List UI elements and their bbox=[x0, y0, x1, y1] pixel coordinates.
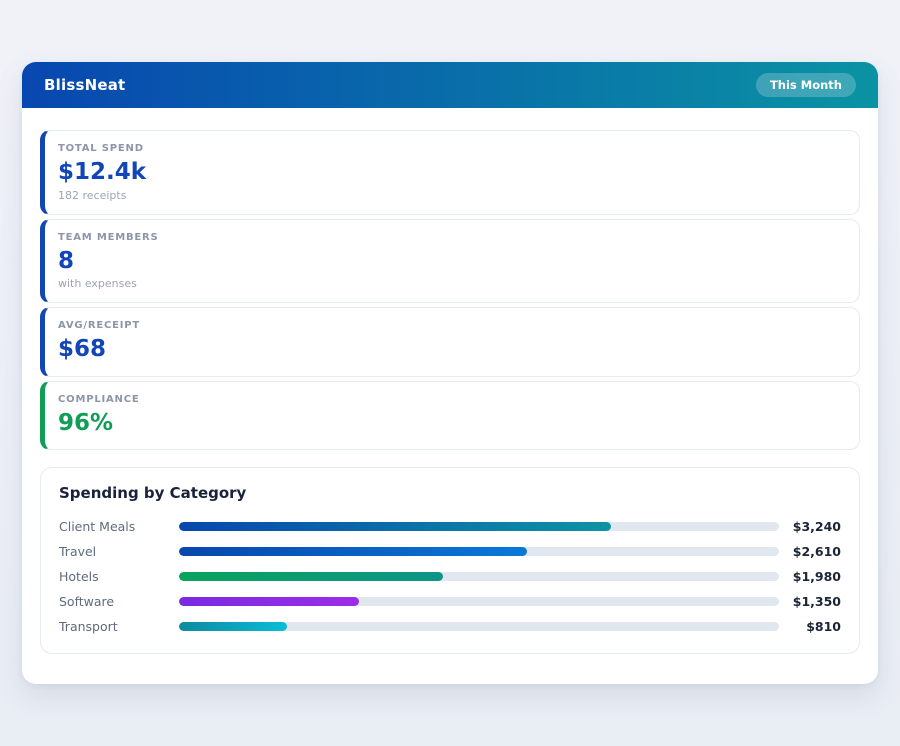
stat-value: 8 bbox=[58, 247, 75, 274]
bar-track bbox=[179, 522, 779, 532]
stat-subtitle: 182 receipts bbox=[58, 188, 127, 202]
category-label: Client Meals bbox=[59, 519, 136, 535]
spend-row-travel: Travel $2,610 bbox=[59, 539, 841, 564]
stat-card-team-members: TEAM MEMBERS 8 with expenses bbox=[40, 218, 860, 304]
stat-value: $68 bbox=[58, 336, 107, 363]
category-label: Transport bbox=[59, 619, 118, 635]
stat-card-total-spend: TOTAL SPEND $12.4k 182 receipts bbox=[40, 130, 860, 215]
spend-row-client-meals: Client Meals $3,240 bbox=[59, 514, 841, 539]
category-value: $2,610 bbox=[792, 544, 841, 560]
bar-fill bbox=[179, 572, 443, 582]
spending-card-title: Spending by Category bbox=[59, 484, 247, 503]
app-title: BlissNeat bbox=[44, 76, 126, 94]
spend-row-transport: Transport $810 bbox=[59, 614, 841, 639]
spend-row-hotels: Hotels $1,980 bbox=[59, 564, 841, 589]
category-label: Travel bbox=[59, 544, 97, 560]
stat-value: $12.4k bbox=[58, 159, 147, 185]
bar-fill bbox=[179, 522, 611, 532]
stat-label: COMPLIANCE bbox=[58, 393, 140, 405]
spend-row-software: Software $1,350 bbox=[59, 589, 841, 614]
stat-card-compliance: COMPLIANCE 96% bbox=[40, 380, 860, 451]
bar-track bbox=[179, 572, 779, 582]
bar-track bbox=[179, 547, 779, 557]
stat-label: TEAM MEMBERS bbox=[58, 231, 159, 243]
bar-track bbox=[179, 597, 779, 607]
bar-track bbox=[179, 622, 779, 632]
category-value: $1,980 bbox=[792, 569, 841, 585]
category-value: $810 bbox=[806, 619, 841, 635]
dashboard-content: TOTAL SPEND $12.4k 182 receipts TEAM MEM… bbox=[22, 108, 878, 655]
dashboard-panel: BlissNeat This Month TOTAL SPEND $12.4k … bbox=[22, 62, 878, 684]
stat-label: AVG/RECEIPT bbox=[58, 320, 141, 332]
stat-card-avg-receipt: AVG/RECEIPT $68 bbox=[40, 307, 860, 377]
bar-fill bbox=[179, 597, 359, 607]
bar-fill bbox=[179, 622, 287, 632]
spending-by-category-card: Spending by Category Client Meals $3,240… bbox=[40, 467, 860, 655]
app-header: BlissNeat This Month bbox=[22, 62, 878, 108]
stat-subtitle: with expenses bbox=[58, 277, 137, 291]
stat-label: TOTAL SPEND bbox=[58, 143, 144, 154]
category-label: Software bbox=[59, 594, 115, 610]
category-label: Hotels bbox=[59, 569, 99, 585]
stat-value: 96% bbox=[58, 409, 114, 436]
period-filter-badge[interactable]: This Month bbox=[755, 73, 856, 97]
category-value: $3,240 bbox=[792, 519, 841, 535]
bar-fill bbox=[179, 547, 527, 557]
category-value: $1,350 bbox=[792, 594, 841, 610]
